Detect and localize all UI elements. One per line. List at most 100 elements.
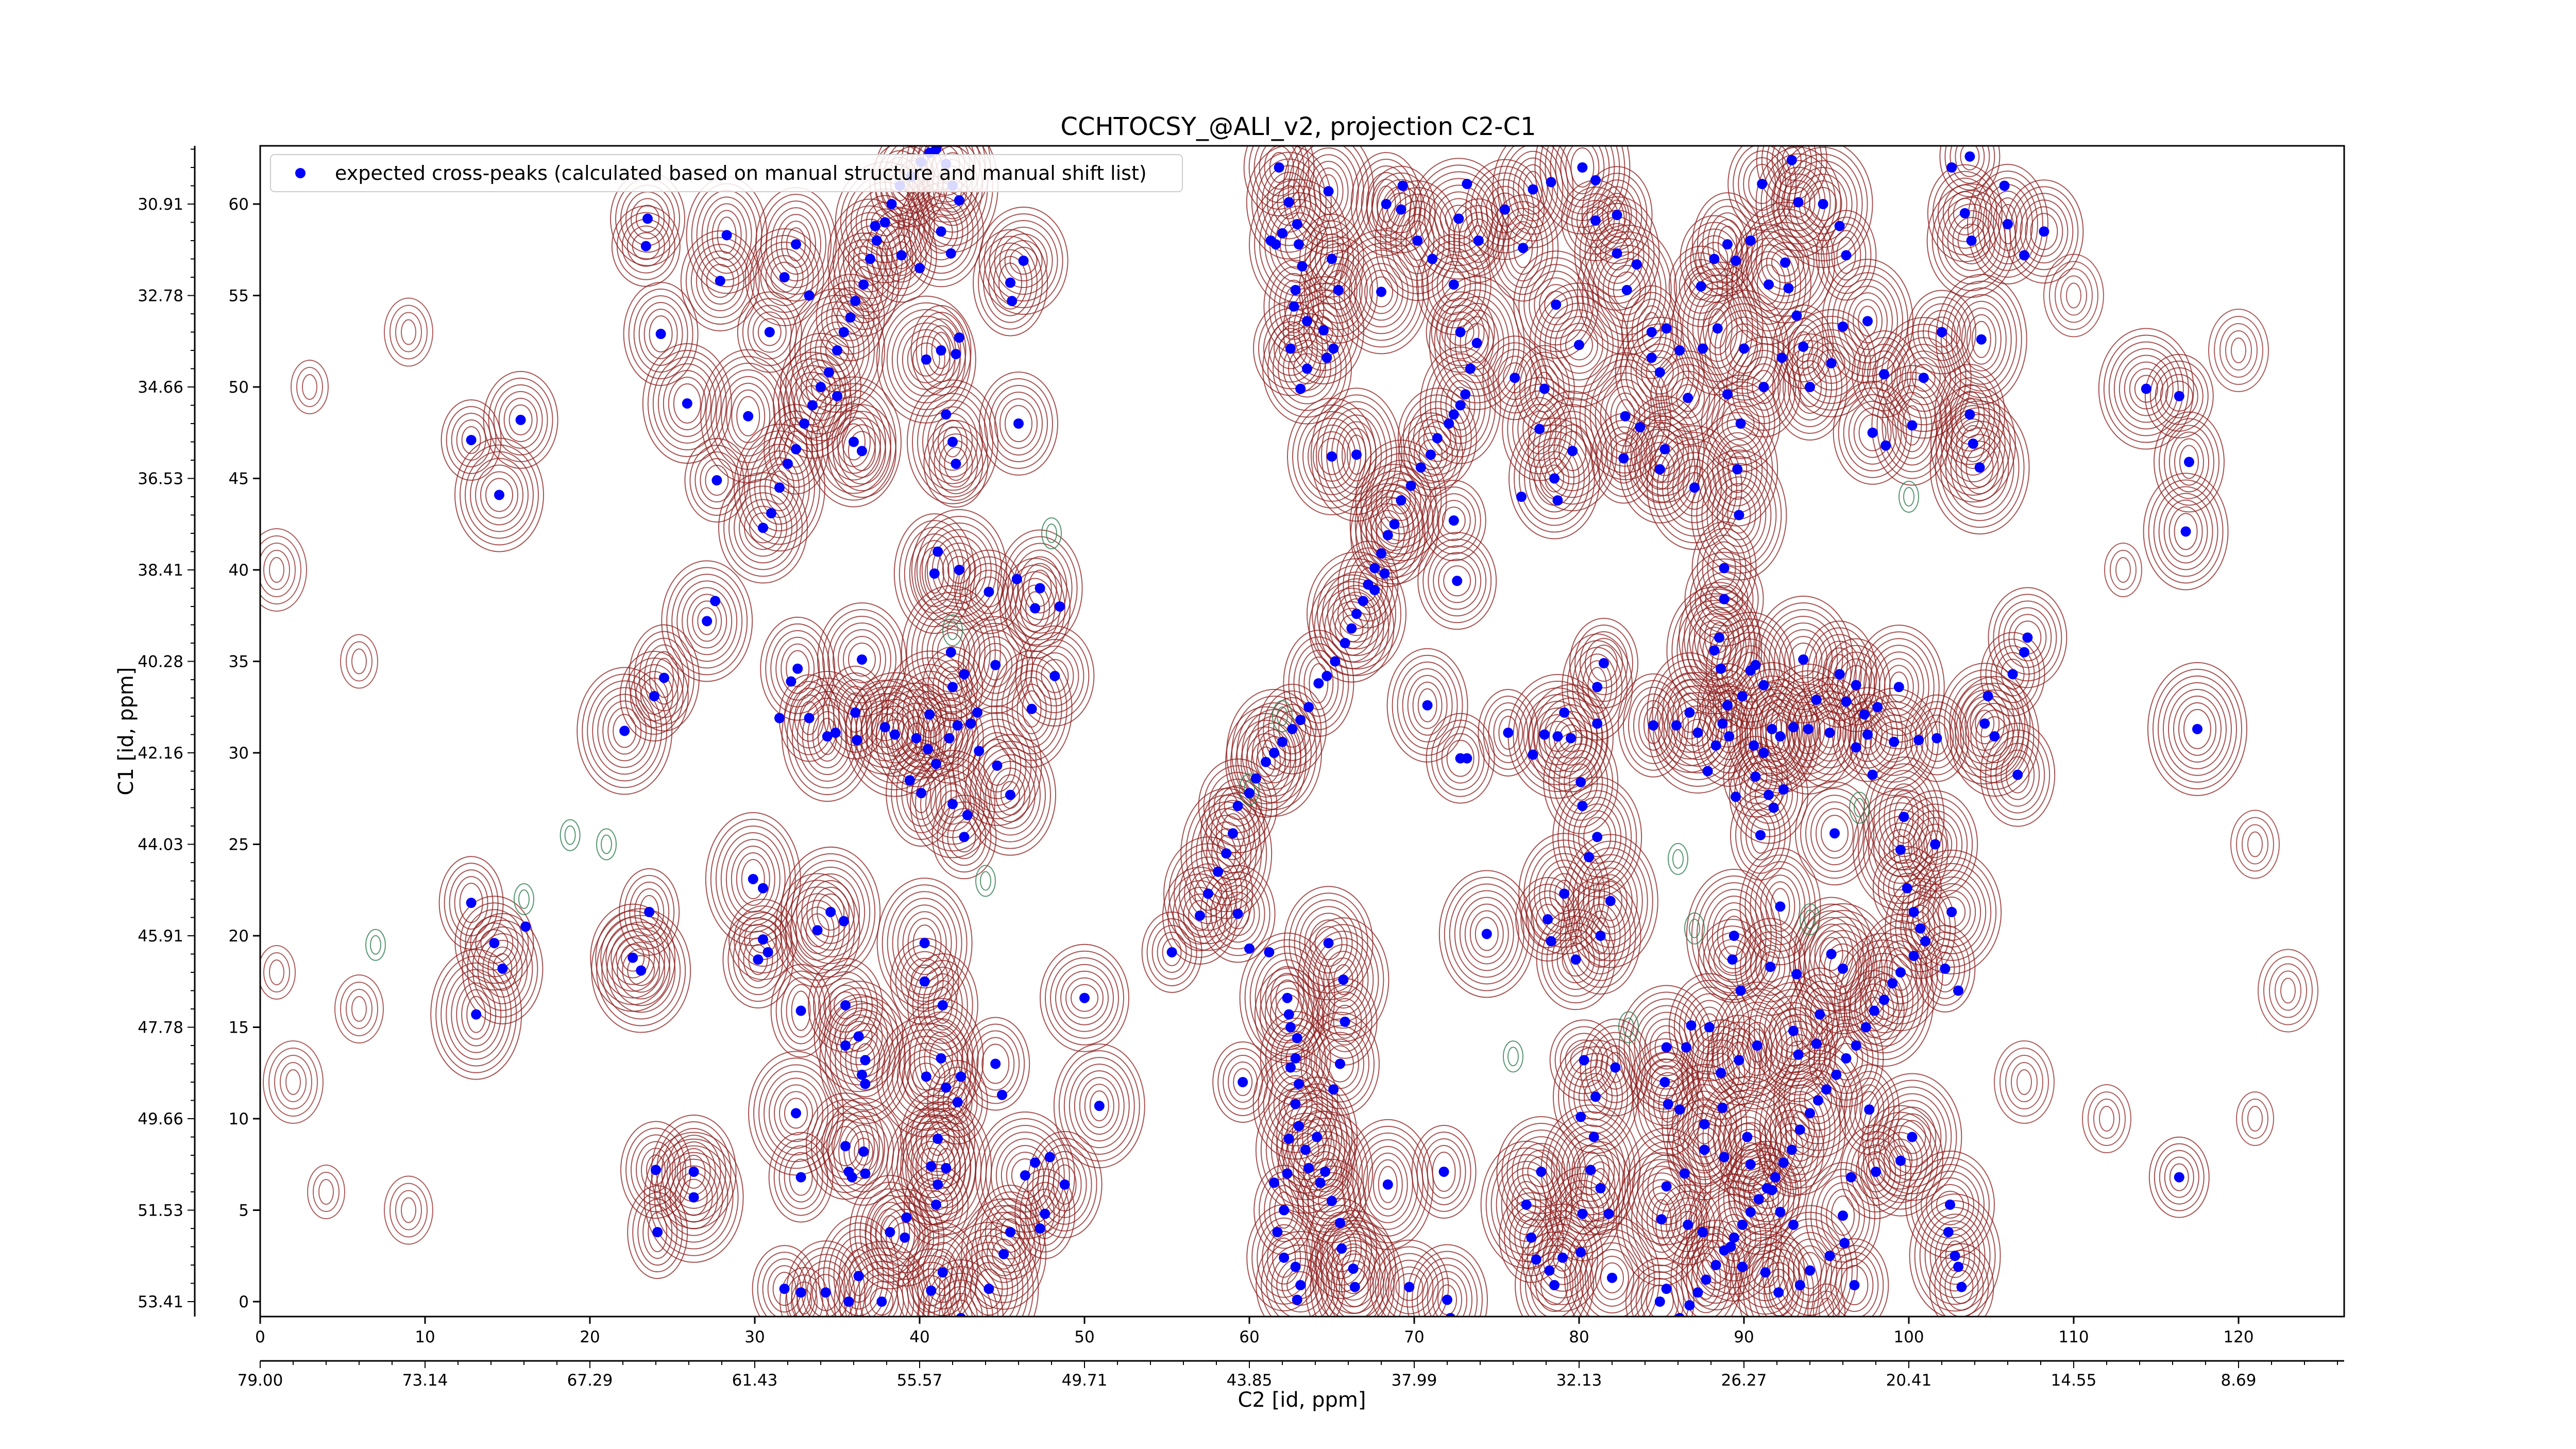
positive-contour [1925,721,1949,755]
positive-contour [910,305,972,396]
positive-contour [799,701,819,735]
positive-contour [1736,350,1791,424]
cross-peak-point [721,230,732,241]
positive-contour [1848,292,1888,350]
cross-peak-point [876,1296,887,1307]
positive-contour [744,437,815,538]
cross-peak-point [2184,457,2194,467]
cross-peak-point [2180,526,2191,537]
cross-peak-point [1907,420,1918,431]
positive-contour [789,1158,813,1196]
positive-contour [1309,919,1348,967]
positive-contour [978,235,1043,330]
positive-contour [1793,903,1893,1034]
x-index-tick-label: 30 [744,1328,765,1346]
x-index-tick-label: 100 [1893,1328,1924,1346]
positive-contour [912,924,937,962]
positive-contour [485,478,513,512]
positive-contour [1906,357,1941,399]
x-ppm-tick-label: 79.00 [238,1371,283,1390]
positive-contour [619,868,680,956]
cross-peak-point [1397,180,1408,191]
positive-contour [1945,420,2014,515]
positive-contour [1702,301,1733,356]
positive-contour [2214,316,2263,385]
x-ppm-tick-label: 32.13 [1556,1371,1602,1390]
positive-contour [2004,179,2084,284]
positive-contour [1740,1149,1760,1180]
positive-contour [1769,1002,1818,1060]
positive-contour [1478,688,1539,777]
positive-contour [1201,815,1252,892]
cross-peak-point [1945,1199,1955,1210]
positive-contour [811,373,831,401]
x-index-tick-label: 90 [1734,1328,1754,1346]
positive-contour [1018,556,1062,620]
cross-peak-point [774,482,785,493]
cross-peak-point [843,1296,854,1307]
cross-peak-point [936,226,946,237]
y-index-tick-label: 50 [229,378,249,397]
cross-peak-point [992,760,1003,771]
cross-peak-point [1946,162,1957,173]
positive-contour [1619,415,1701,524]
cross-peak-point [1328,343,1339,354]
cross-peak-point [1462,753,1472,764]
positive-contour [954,549,1024,634]
positive-contour [1606,433,1641,484]
positive-contour [1225,706,1307,818]
cross-peak-point [1805,1108,1815,1119]
positive-contour [613,714,637,748]
positive-contour [1527,1210,1598,1305]
positive-contour [1587,238,1667,342]
positive-contour [1668,245,1734,327]
positive-contour [1411,1124,1477,1219]
positive-contour [749,512,777,544]
positive-contour [791,1282,818,1317]
cross-peak-point [941,1082,952,1093]
positive-contour [1600,229,1634,277]
cross-peak-point [1966,235,1977,246]
cross-peak-point [1841,1053,1852,1064]
cross-peak-point [1079,992,1090,1003]
cross-peak-point [2174,391,2184,401]
positive-contour [1698,919,1767,1001]
negative-contour [980,871,991,891]
positive-contour [1335,1260,1374,1314]
positive-contour [909,1170,963,1239]
cross-peak-point [1321,352,1332,363]
positive-contour [1602,258,1651,322]
negative-contour [1800,903,1820,936]
y-ppm-tick-label: 36.53 [138,470,183,488]
positive-contour [1365,484,1424,565]
positive-contour [269,959,284,985]
cross-peak-point [1757,178,1768,189]
positive-contour [470,458,529,532]
negative-contour [1899,481,1919,513]
positive-contour [1212,1041,1274,1123]
positive-contour [1020,632,1090,720]
cross-peak-point [1283,197,1294,208]
positive-contour [939,1286,983,1317]
cross-peak-point [1302,363,1312,374]
cross-peak-point [1321,670,1332,681]
positive-contour [605,923,660,992]
contour-layer [260,146,2318,1317]
positive-contour [917,966,968,1044]
cross-peak-point [879,217,890,228]
positive-contour [1955,683,2035,790]
positive-contour [785,340,856,434]
positive-contour [748,1051,844,1176]
cross-peak-point [1612,210,1622,221]
positive-contour [1307,1117,1327,1157]
positive-contour [1427,1271,1467,1317]
cross-peak-point [1758,680,1769,690]
positive-contour [755,242,814,313]
negative-contour [942,614,963,647]
positive-contour [1684,993,1735,1062]
positive-contour [456,982,497,1047]
positive-contour [1711,982,1803,1109]
positive-contour [2236,1091,2274,1146]
positive-contour [1337,592,1376,636]
cross-peak-point [886,199,897,209]
